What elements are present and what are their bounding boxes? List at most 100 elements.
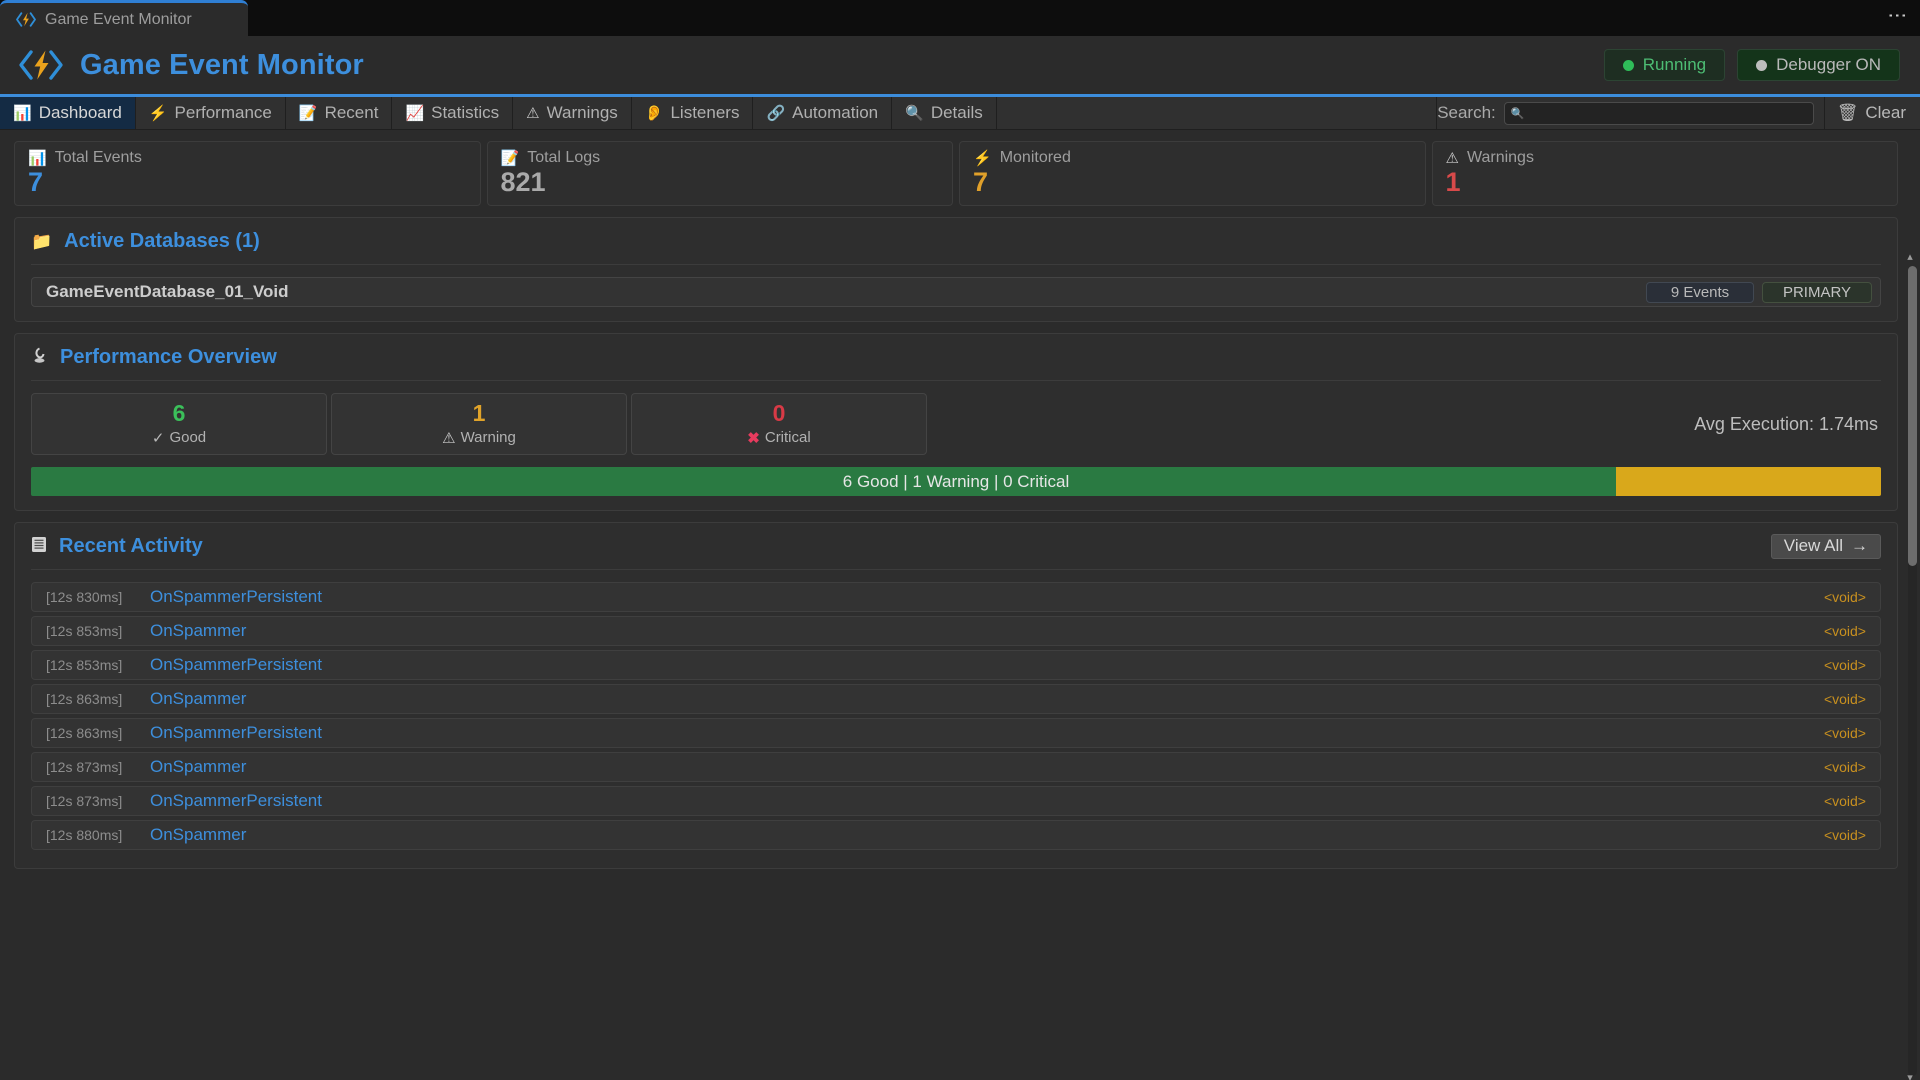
activity-timestamp: [12s 873ms] [46, 793, 123, 809]
perf-caption-warning: ⚠ Warning [442, 429, 516, 447]
tab-statistics[interactable]: 📈 Statistics [392, 97, 514, 129]
activity-payload: <void> [1823, 623, 1866, 639]
clear-button[interactable]: 🗑 Clear [1823, 97, 1920, 129]
stat-label-warnings: Warnings [1466, 149, 1534, 166]
list-item[interactable]: [12s 863ms] OnSpammerPersistent <void> [31, 718, 1881, 748]
list-item[interactable]: [12s 853ms] OnSpammerPersistent <void> [31, 650, 1881, 680]
clear-button-label: Clear [1865, 103, 1906, 122]
tab-recent[interactable]: 📝 Recent [286, 97, 393, 129]
list-item[interactable]: [12s 863ms] OnSpammer <void> [31, 684, 1881, 714]
view-all-button[interactable]: View All → [1770, 533, 1881, 559]
status-debugger-label: Debugger ON [1776, 55, 1881, 74]
activity-timestamp: [12s 863ms] [46, 691, 123, 707]
perf-box-warning: 1 ⚠ Warning [331, 393, 627, 455]
tab-bar-filler [997, 97, 1438, 129]
stat-card-total-logs: 📝 Total Logs 821 [486, 141, 953, 206]
progress-bar-label: 6 Good | 1 Warning | 0 Critical [842, 471, 1070, 491]
warning-icon: ⚠ [1445, 149, 1459, 167]
cross-icon: ✖ [747, 429, 760, 447]
list-item[interactable]: [12s 853ms] OnSpammer <void> [31, 616, 1881, 646]
stat-card-header: 📝 Total Logs [501, 149, 940, 167]
status-badge-debugger[interactable]: Debugger ON [1737, 49, 1900, 81]
activity-payload: <void> [1823, 589, 1866, 605]
stat-label-total-events: Total Events [54, 149, 142, 166]
activity-payload: <void> [1823, 793, 1866, 809]
warning-icon: ⚠ [442, 429, 456, 447]
search-box[interactable]: 🔍 [1503, 101, 1814, 125]
list-item[interactable]: [12s 873ms] OnSpammer <void> [31, 752, 1881, 782]
activity-timestamp: [12s 880ms] [46, 827, 123, 843]
panel-header: Performance Overview [31, 334, 1881, 380]
search-area: Search: 🔍 [1437, 97, 1824, 129]
database-events-badge: 9 Events [1646, 281, 1754, 303]
stat-value-warnings: 1 [1445, 167, 1461, 197]
app-window: Game Event Monitor Running Debugger ON 📊… [0, 36, 1920, 1080]
link-icon: 🔗 [766, 104, 786, 122]
tab-details[interactable]: 🔍 Details [892, 97, 997, 129]
window-tab-title: Game Event Monitor [45, 10, 192, 28]
divider [31, 380, 1881, 381]
perf-caption-critical: ✖ Critical [747, 429, 810, 447]
recent-activity-panel: Recent Activity View All → [12s 830ms] O… [14, 522, 1898, 869]
gauge-icon [31, 347, 48, 367]
app-header: Game Event Monitor Running Debugger ON [0, 36, 1920, 97]
scrollbar-thumb[interactable] [1908, 266, 1917, 566]
scrollbar[interactable] [1908, 266, 1917, 1076]
chart-up-icon: 📈 [405, 104, 425, 122]
tab-listeners-label: Listeners [670, 103, 740, 122]
list-item[interactable]: [12s 830ms] OnSpammerPersistent <void> [31, 582, 1881, 612]
memo-icon: 📝 [298, 104, 318, 122]
stat-value-monitored: 7 [973, 167, 989, 197]
status-dot-debugger [1756, 59, 1768, 71]
tab-dashboard-label: Dashboard [38, 103, 122, 122]
perf-box-good: 6 ✓ Good [31, 393, 327, 455]
tab-listeners[interactable]: 👂 Listeners [632, 97, 754, 129]
list-icon [31, 536, 47, 556]
tab-statistics-label: Statistics [431, 103, 500, 122]
bar-chart-icon: 📊 [28, 149, 47, 167]
stat-card-warnings: ⚠ Warnings 1 [1431, 141, 1898, 206]
activity-payload: <void> [1823, 827, 1866, 843]
divider [31, 264, 1881, 265]
tab-warnings[interactable]: ⚠ Warnings [513, 97, 632, 129]
memo-icon: 📝 [500, 149, 520, 167]
database-name: GameEventDatabase_01_Void [46, 282, 289, 301]
window-tab[interactable]: Game Event Monitor [0, 0, 248, 36]
stat-card-header: ⚠ Warnings [1446, 149, 1885, 167]
list-item[interactable]: [12s 873ms] OnSpammerPersistent <void> [31, 786, 1881, 816]
tab-automation-label: Automation [792, 103, 879, 122]
database-primary-badge: PRIMARY [1762, 281, 1872, 303]
code-lightning-icon [16, 12, 36, 27]
tab-automation[interactable]: 🔗 Automation [753, 97, 893, 129]
database-row[interactable]: GameEventDatabase_01_Void 9 Events PRIMA… [31, 277, 1881, 307]
search-icon: 🔍 [1510, 107, 1525, 120]
tab-dashboard[interactable]: 📊 Dashboard [0, 97, 136, 129]
tab-performance-label: Performance [174, 103, 272, 122]
perf-caption-good: ✓ Good [152, 429, 206, 447]
tab-warnings-label: Warnings [546, 103, 618, 122]
ear-icon: 👂 [644, 104, 664, 122]
kebab-menu-icon[interactable]: ⋮ [1886, 6, 1907, 25]
performance-boxes: 6 ✓ Good 1 ⚠ Warning 0 ✖ [31, 393, 1881, 455]
active-databases-title: Active Databases (1) [64, 229, 260, 252]
trash-icon: 🗑 [1836, 103, 1859, 122]
search-input[interactable] [1529, 105, 1807, 121]
perf-label-warning: Warning [460, 429, 516, 447]
bar-chart-icon: 📊 [13, 104, 32, 122]
activity-event-name: OnSpammerPersistent [150, 587, 322, 606]
warning-icon: ⚠ [526, 104, 540, 122]
activity-event-name: OnSpammer [150, 621, 247, 640]
scroll-up-icon[interactable]: ▴ [1907, 251, 1913, 263]
scroll-down-icon[interactable]: ▾ [1907, 1072, 1913, 1080]
active-databases-panel: 📁 Active Databases (1) GameEventDatabase… [14, 217, 1898, 322]
check-icon: ✓ [151, 429, 165, 447]
performance-overview-title: Performance Overview [60, 345, 277, 368]
list-item[interactable]: [12s 880ms] OnSpammer <void> [31, 820, 1881, 850]
search-label: Search: [1437, 103, 1496, 122]
stat-card-header: 📊 Total Events [28, 149, 467, 167]
perf-label-good: Good [169, 429, 207, 447]
tab-performance[interactable]: ⚡ Performance [136, 97, 286, 129]
dashboard-content: 📊 Total Events 7 📝 Total Logs 821 ⚡ Moni… [0, 130, 1920, 1080]
status-badge-running[interactable]: Running [1603, 49, 1726, 81]
os-title-bar: Game Event Monitor ⋮ [0, 0, 1920, 36]
